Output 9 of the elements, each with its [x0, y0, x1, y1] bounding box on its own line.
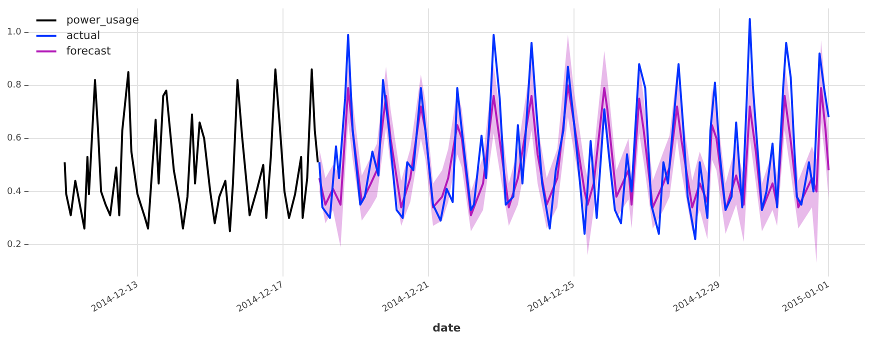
y-tick-label: 0.6: [6, 134, 22, 144]
y-tick-label: 0.8: [6, 80, 22, 91]
legend-label: power_usage: [66, 13, 140, 26]
legend-label: forecast: [66, 44, 112, 58]
legend-label: actual: [66, 28, 100, 42]
x-axis-title: date: [432, 321, 461, 334]
y-tick-label: 1.0: [6, 28, 22, 38]
y-tick-label: 0.2: [6, 240, 22, 250]
y-tick-label: 0.4: [6, 186, 22, 197]
